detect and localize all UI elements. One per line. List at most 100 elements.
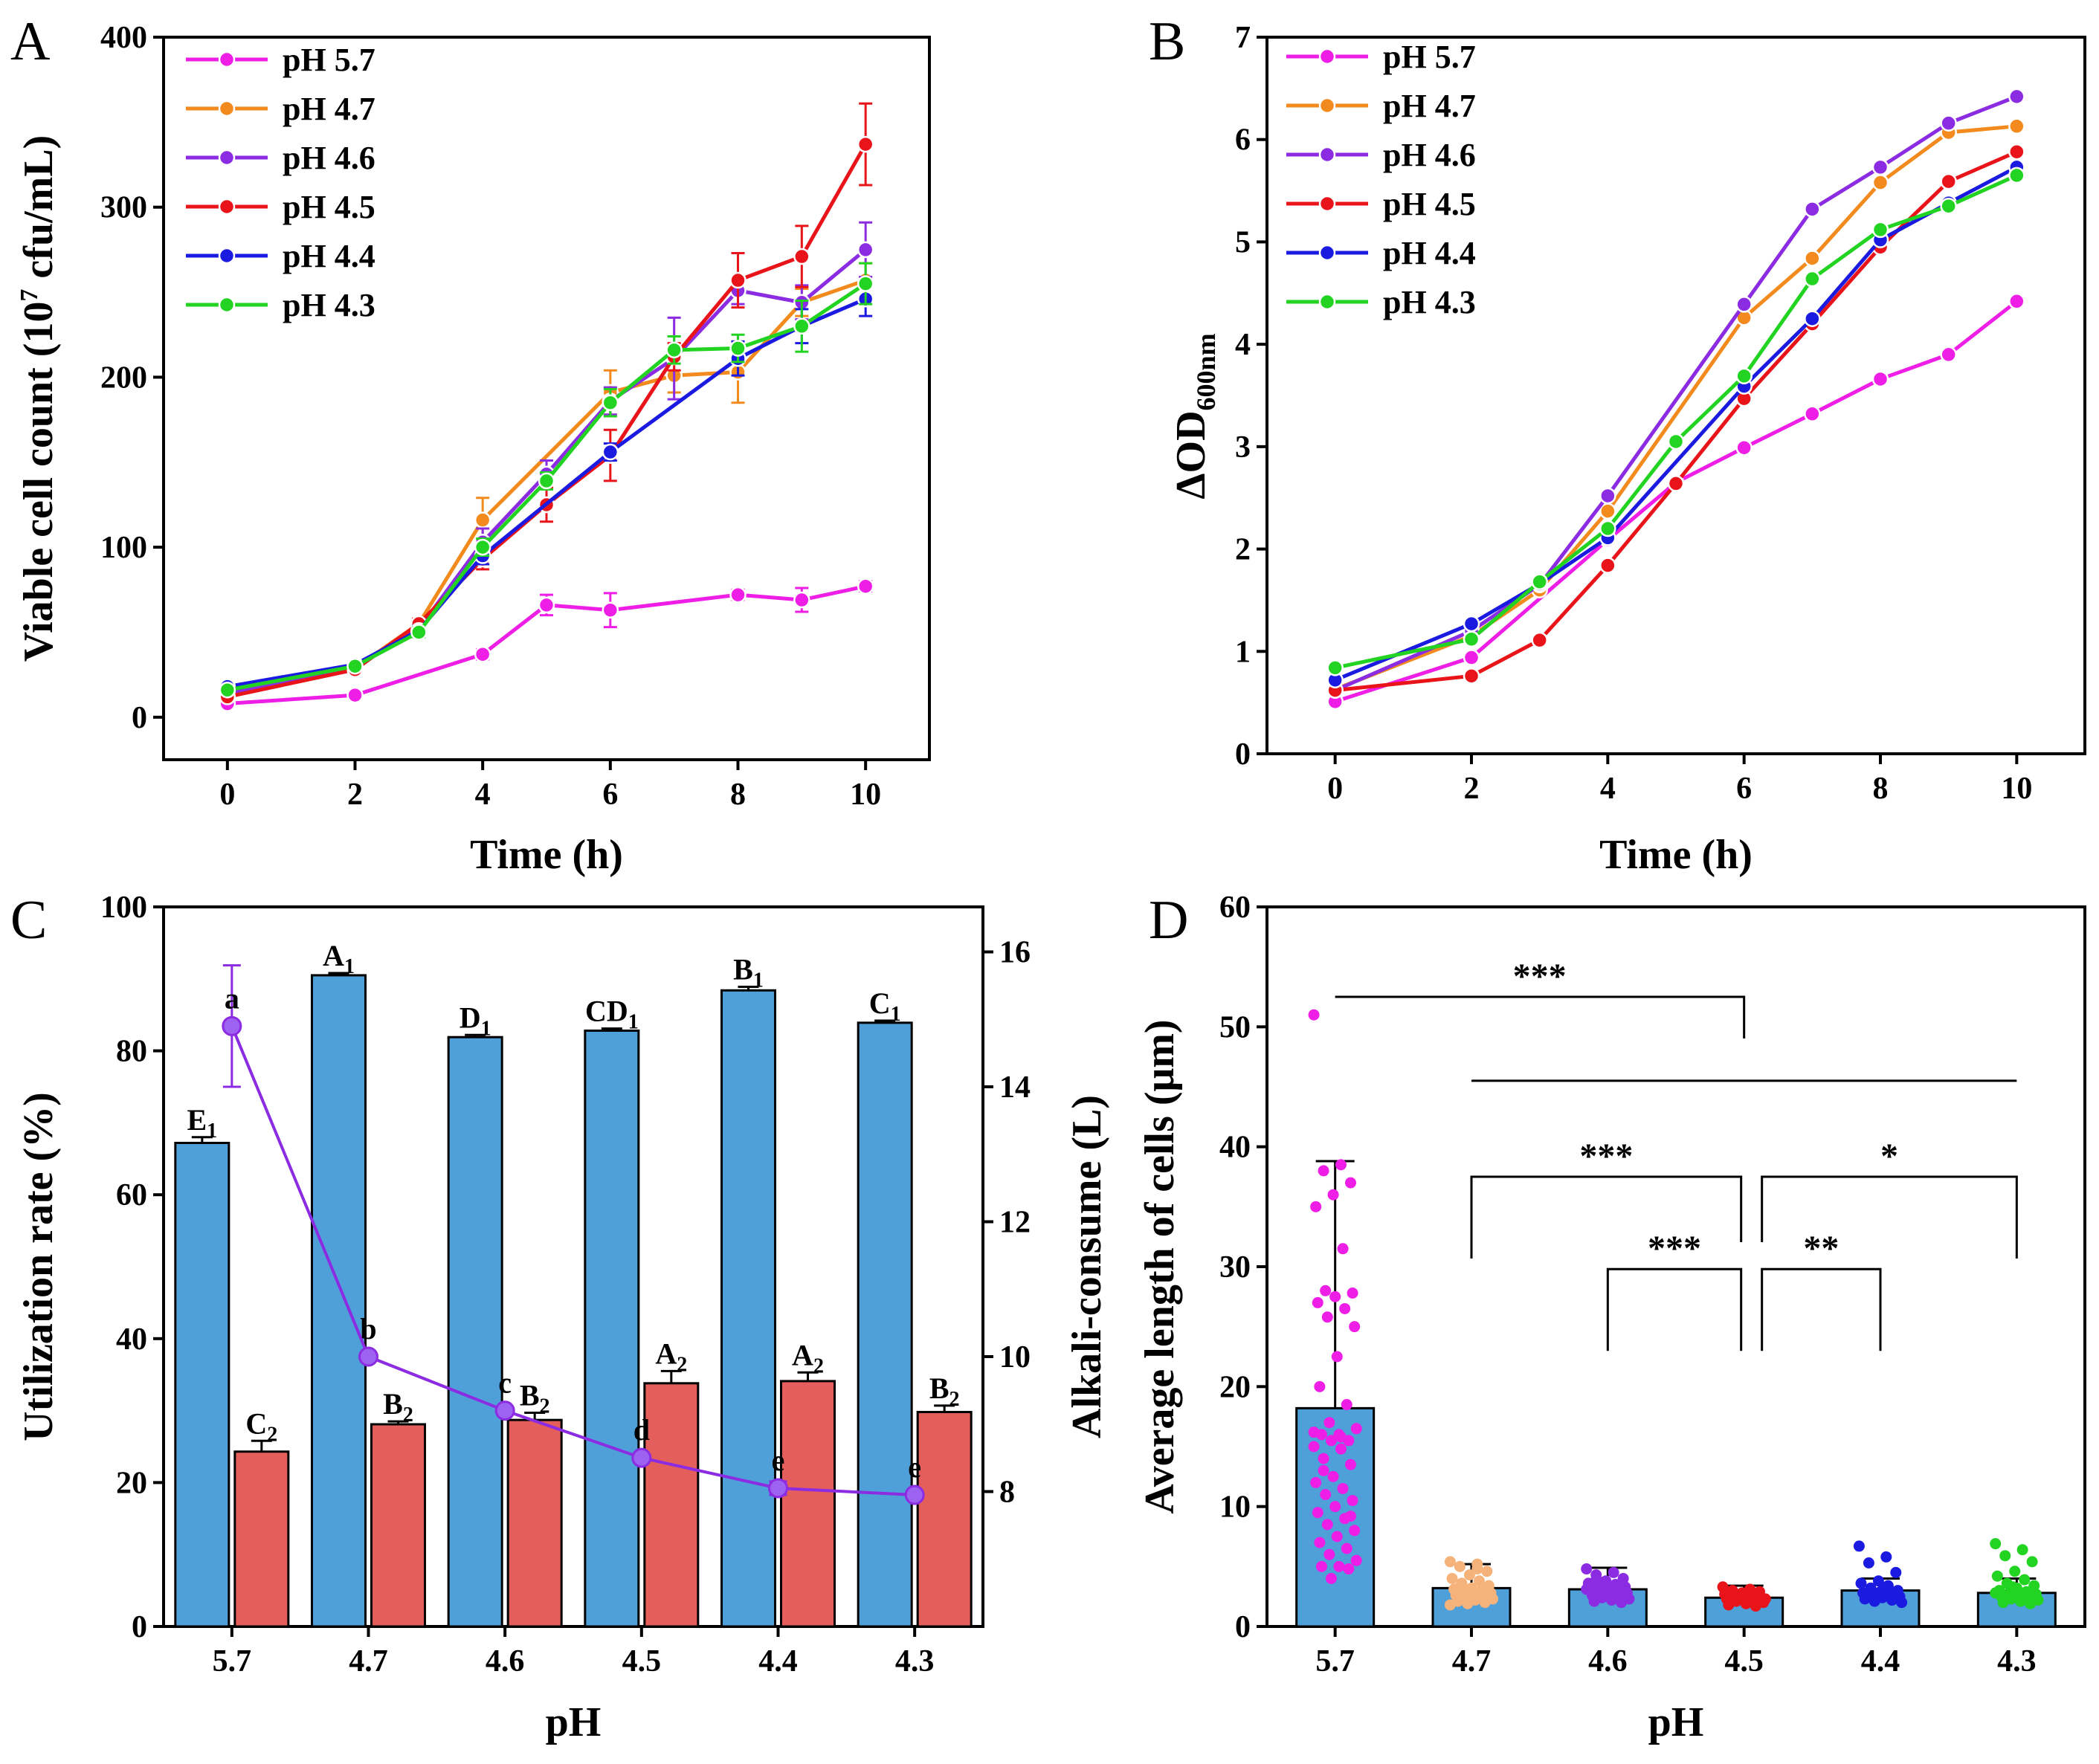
d-significance-4-5-vs-4-4-bracket [1761,1267,1882,1351]
d-data-point-5-7 [1321,1311,1333,1323]
d-data-point-5-7 [1321,1519,1333,1531]
d-significance-4-5-vs-4-3-bracket [1761,1175,2018,1259]
b-series-ph-4-6-point [2008,88,2025,106]
b-y-tick-label: 7 [1235,21,1251,55]
a-series-ph-4-5-point [729,271,747,289]
d-data-point-4-5 [1723,1599,1735,1611]
d-y-tick-label: 40 [1219,1131,1251,1165]
d-data-point-5-7 [1339,1302,1351,1314]
d-data-point-4-3 [2025,1597,2037,1609]
d-data-point-5-7 [1325,1435,1337,1447]
a-legend-ph-4-6-label: pH 4.6 [283,140,375,176]
c-y-tick-label: 20 [116,1466,147,1500]
a-series-ph-4-5-point [793,248,810,265]
b-series-ph-4-3-point [1940,197,1957,215]
b-series-ph-4-3-point [1599,520,1616,537]
d-data-point-4-7 [1444,1599,1456,1611]
panel-c-plot-frame [162,905,984,1628]
b-legend-ph-4-7-label: pH 4.7 [1383,88,1476,124]
b-series-ph-4-5-point [2008,143,2025,161]
d-significance-4-6-vs-4-5-label: *** [1648,1229,1701,1268]
c-bar-significance-letter: B [733,952,753,986]
d-data-point-5-7 [1335,1443,1347,1455]
d-data-point-4-6 [1608,1588,1619,1600]
panel-letter-d: D [1149,890,1188,951]
c-right-y-tick-label: 16 [999,936,1031,970]
c-bar-significance-label: B1 [733,952,764,992]
c-bar-utilization-4-5 [584,1029,640,1628]
c-alkali-line [230,1025,915,1497]
a-x-tick-label: 8 [730,778,746,812]
c-bar-second-4-4 [780,1380,836,1628]
c-y-tick-label: 40 [116,1322,147,1357]
c-bar-utilization-5-7 [174,1142,230,1628]
d-significance-4-6-vs-4-5-bracket [1606,1267,1743,1351]
d-significance-4-5-vs-4-3-label: * [1880,1137,1898,1176]
b-series-ph-4-5-point [1599,557,1616,574]
d-data-point-4-6 [1617,1572,1629,1584]
panel-a-y-axis-title: Viable cell count (107 cfu/mL) [16,135,62,662]
d-data-point-5-7 [1312,1296,1323,1308]
c-y-tick-label: 100 [100,891,147,925]
d-data-point-5-7 [1335,1431,1347,1443]
d-data-point-5-7 [1314,1380,1326,1392]
c-bar-significance-label: D1 [460,1001,491,1040]
panel-c-y-axis-title: Utilization rate (%) [16,1092,62,1441]
d-data-point-4-3 [1991,1570,2003,1582]
c-bar-significance-subscript: 2 [540,1395,550,1418]
c-right-y-tick-label: 14 [999,1070,1031,1105]
b-y-tick-label: 5 [1235,225,1251,259]
a-legend-ph-4-3-label: pH 4.3 [283,287,375,323]
panel-b-y-axis: 0 1 2 3 4 5 6 7 [1235,21,1267,772]
d-data-point-5-7 [1308,1427,1320,1438]
a-x-tick-label: 2 [347,778,363,812]
b-series-ph-4-6-point [1735,296,1753,313]
c-alkali-point [494,1400,515,1421]
b-y-tick-label: 0 [1235,737,1251,772]
b-legend-ph-4-6-label: pH 4.6 [1383,137,1476,173]
c-alkali-significance-label: d [633,1413,650,1447]
d-data-point-4-7 [1463,1595,1475,1606]
c-bar-significance-label: E1 [187,1103,217,1143]
a-series-ph-4-3-point [410,624,428,641]
d-data-point-4-4 [1861,1589,1873,1601]
d-data-point-5-7 [1323,1417,1335,1429]
d-data-point-4-4 [1863,1557,1874,1568]
panel-a-y-title-unit: cfu/mL) [16,135,62,289]
d-data-point-4-6 [1581,1563,1593,1575]
d-data-point-4-3 [2016,1544,2028,1556]
panel-a-y-title-main: Viable cell count (10 [16,302,62,662]
b-legend-ph-4-5-label: pH 4.5 [1383,186,1476,222]
a-x-tick-label: 4 [475,778,491,812]
a-series-ph-4-3-point [474,538,491,556]
b-series-ph-4-3-point [1804,270,1821,288]
panel-b-y-axis-title: ΔOD600nm [1168,333,1221,499]
d-data-point-5-7 [1320,1489,1332,1501]
panel-c-right-axis-title: Alkali-consume (L) [1064,1095,1110,1438]
c-bar-significance-letter: E [187,1103,207,1137]
d-data-point-4-4 [1896,1597,1908,1609]
d-data-point-5-7 [1329,1501,1341,1513]
d-data-point-4-7 [1454,1581,1466,1593]
c-bar-significance-subscript: 1 [344,955,355,978]
d-data-point-5-7 [1349,1321,1361,1333]
d-x-tick-label: 4.6 [1588,1644,1628,1679]
d-y-tick-label: 0 [1235,1610,1251,1644]
b-series-ph-4-5-point [1940,172,1957,190]
a-series-ph-5-7-point [793,591,810,609]
b-legend-ph-4-7-swatch-marker [1318,97,1336,114]
d-data-point-5-7 [1315,1560,1327,1572]
d-data-point-4-5 [1759,1593,1771,1605]
d-data-point-4-3 [2019,1574,2031,1586]
b-legend-ph-5-7-label: pH 5.7 [1383,39,1476,75]
d-data-point-4-4 [1853,1540,1865,1552]
a-legend-ph-4-4-swatch-marker [218,247,236,265]
c-bar-significance-subscript: 1 [753,969,764,992]
d-data-point-5-7 [1320,1285,1332,1296]
c-alkali-point [768,1478,788,1499]
d-data-point-5-7 [1350,1554,1362,1566]
panel-a-plot-frame [162,36,931,761]
c-bar-significance-letter: A [323,939,344,972]
